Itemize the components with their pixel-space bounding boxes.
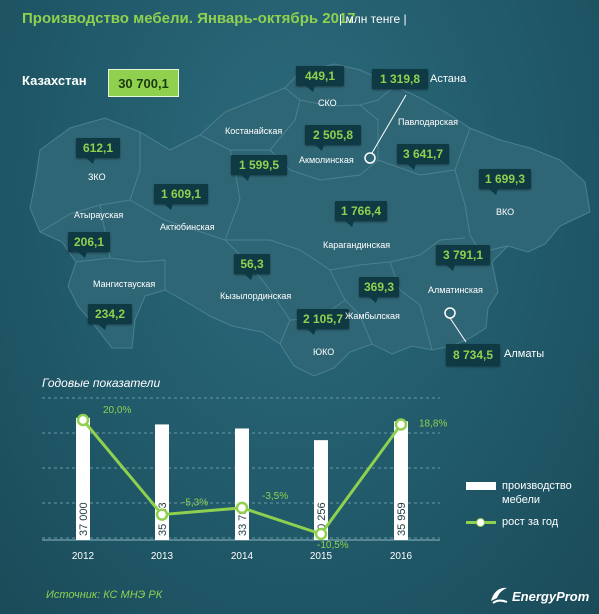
value-vko: 1 699,3 <box>479 169 531 195</box>
value-zhambyl: 369,3 <box>359 277 399 303</box>
almaty-leader <box>449 317 467 343</box>
label-zko: ЗКО <box>88 172 106 182</box>
chart-growth-point <box>394 418 408 431</box>
label-zhambyl: Жамбылская <box>345 311 400 321</box>
chart-bar-label: 37 000 <box>78 502 90 536</box>
border-kostanay <box>230 87 301 151</box>
border-karaganda <box>225 237 466 271</box>
chart-bar <box>76 417 90 540</box>
chart-bar <box>314 440 328 540</box>
chart-growth-point <box>314 527 328 541</box>
chart-bar-label: 35 959 <box>396 502 408 536</box>
chart-tick-label: 2016 <box>390 551 413 562</box>
chart-title: Годовые показатели <box>42 376 161 390</box>
label-uko: ЮКО <box>313 347 335 357</box>
chart-growth-label: -5,3% <box>182 498 208 509</box>
value-kyzylorda: 56,3 <box>234 254 270 280</box>
label-kyzylorda: Кызылординская <box>220 291 292 301</box>
energyprom-logo-icon <box>491 587 508 604</box>
label-atyrau: Атырауская <box>74 210 124 220</box>
label-almaty-city: Алматы <box>504 348 545 360</box>
chart-tick-label: 2015 <box>310 551 333 562</box>
value-aktobe: 1 609,1 <box>154 184 208 210</box>
value-sko: 449,1 <box>296 66 344 92</box>
brand-name: EnergyProm <box>512 589 590 604</box>
value-pavlodar: 3 641,7 <box>397 144 449 170</box>
chart-growth-point <box>76 413 90 427</box>
border-akmola <box>269 104 379 181</box>
legend-dot-line <box>476 518 485 527</box>
chart-tick-label: 2012 <box>72 551 95 562</box>
label-akmola: Акмолинская <box>299 155 354 165</box>
label-vko: ВКО <box>496 207 515 217</box>
label-mangistau: Мангистауская <box>93 279 156 289</box>
chart-tick-label: 2014 <box>231 551 254 562</box>
border-almaty <box>389 261 433 351</box>
value-zko: 612,1 <box>76 138 120 164</box>
total-value: 30 700,1 <box>108 69 179 97</box>
chart-growth-label: 20,0% <box>103 405 131 416</box>
value-karaganda: 1 766,4 <box>335 201 387 227</box>
total-label: Казахстан <box>22 73 87 88</box>
border-pavlodar <box>377 127 471 176</box>
chart-growth-label: -3,5% <box>262 491 288 502</box>
astana-marker <box>364 152 376 164</box>
legend-swatch-bar <box>466 482 496 490</box>
value-kostanay: 1 599,5 <box>231 155 287 181</box>
source-note: Источник: КС МНЭ РК <box>46 589 163 601</box>
label-almaty-region: Алматинская <box>428 285 483 295</box>
label-kostanay: Костанайская <box>225 126 283 136</box>
border-zko <box>39 132 141 233</box>
value-almaty-region: 3 791,1 <box>436 245 490 271</box>
chart-tick-label: 2013 <box>151 551 174 562</box>
chart-growth-label: -10,5% <box>317 540 349 551</box>
border-mangistau <box>75 257 166 290</box>
border-aktobe <box>129 134 241 241</box>
value-almaty-city: 8 734,5 <box>446 344 500 366</box>
legend-label-line: рост за год <box>502 516 559 528</box>
label-pavlodar: Павлодарская <box>398 117 458 127</box>
legend-label-bar: производство мебели <box>502 480 572 506</box>
astana-leader <box>371 94 407 154</box>
value-mangistau: 234,2 <box>88 304 132 330</box>
unit-label: | млн тенге | <box>339 12 407 26</box>
value-akmola: 2 505,8 <box>305 125 361 151</box>
label-aktobe: Актюбинская <box>160 222 215 232</box>
chart-growth-point <box>235 501 249 515</box>
value-astana: 1 319,8 <box>372 69 428 89</box>
value-atyrau: 206,1 <box>68 232 110 258</box>
value-uko: 2 105,7 <box>297 309 349 335</box>
label-astana: Астана <box>430 73 467 85</box>
chart-growth-point <box>155 508 169 521</box>
chart-growth-label: 18,8% <box>419 418 447 429</box>
border-zhambyl <box>329 269 373 345</box>
page-title: Производство мебели. Январь-октябрь 2017 <box>22 10 356 27</box>
label-sko: СКО <box>318 98 337 108</box>
chart-bar <box>394 421 408 540</box>
label-karaganda: Карагандинская <box>323 240 391 250</box>
